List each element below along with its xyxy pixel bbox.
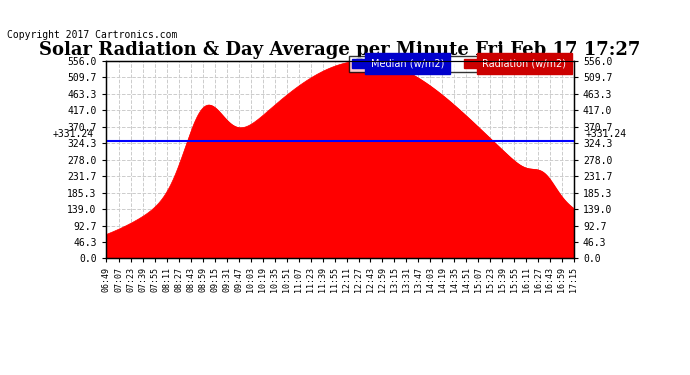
Text: Copyright 2017 Cartronics.com: Copyright 2017 Cartronics.com [7, 30, 177, 39]
Text: +331.24: +331.24 [586, 129, 627, 140]
Text: +331.24: +331.24 [53, 129, 94, 140]
Legend: Median (w/m2), Radiation (w/m2): Median (w/m2), Radiation (w/m2) [349, 56, 569, 72]
Title: Solar Radiation & Day Average per Minute Fri Feb 17 17:27: Solar Radiation & Day Average per Minute… [39, 41, 640, 59]
